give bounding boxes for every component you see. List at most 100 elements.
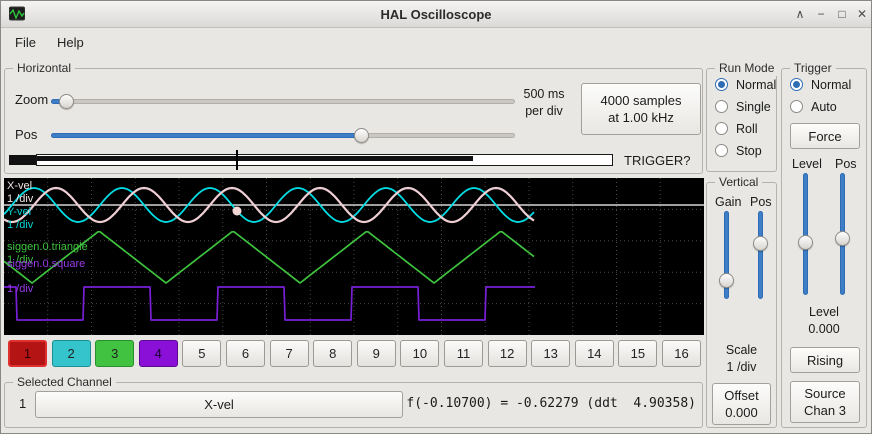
trigger-level-slider-handle[interactable] <box>798 235 813 250</box>
radio-icon <box>715 100 728 113</box>
horizontal-group-title: Horizontal <box>13 61 76 76</box>
gain-slider-handle[interactable] <box>719 273 734 288</box>
trigger-level-slider[interactable] <box>798 173 813 295</box>
radio-icon <box>715 78 728 91</box>
channel-button-8[interactable]: 8 <box>313 340 353 367</box>
shade-button[interactable]: ∧ <box>795 7 805 21</box>
gain-slider-track[interactable] <box>724 211 729 299</box>
scale-value: 1 /div <box>726 360 757 374</box>
channel-readout: f(-0.10700) = -0.62279 (ddt 4.90358) <box>406 396 696 411</box>
radio-label: Single <box>736 100 771 114</box>
force-button[interactable]: Force <box>790 123 860 149</box>
channel4-scale-label: 1 /div <box>7 283 34 295</box>
zoom-slider[interactable] <box>51 94 515 109</box>
channel3-name-label: siggen.0.triangle <box>7 241 88 253</box>
menu-file[interactable]: File <box>15 35 36 50</box>
trigger-pos-header: Pos <box>835 157 857 171</box>
zoom-label: Zoom <box>15 92 49 107</box>
run-mode-normal[interactable]: Normal <box>715 77 777 94</box>
zoom-slider-track[interactable] <box>51 99 515 104</box>
channel-button-12[interactable]: 12 <box>487 340 527 367</box>
channel2-scale-label: 1 /div <box>7 219 34 231</box>
channel-button-14[interactable]: 14 <box>574 340 614 367</box>
vertical-group: Vertical Gain Pos Scale 1 /div Offset 0.… <box>706 175 777 428</box>
source-button[interactable]: Source Chan 3 <box>790 381 860 423</box>
radio-icon <box>715 122 728 135</box>
run-mode-single[interactable]: Single <box>715 99 773 116</box>
gain-slider[interactable] <box>719 211 734 299</box>
minimize-button[interactable]: − <box>817 7 825 21</box>
radio-label: Roll <box>736 122 758 136</box>
channel-button-4[interactable]: 4 <box>138 340 178 367</box>
channel-button-9[interactable]: 9 <box>356 340 396 367</box>
channel-button-15[interactable]: 15 <box>618 340 658 367</box>
vertical-pos-header: Pos <box>750 195 772 209</box>
selected-channel-group-title: Selected Channel <box>13 375 116 390</box>
channel-button-1[interactable]: 1 <box>8 340 47 367</box>
run-mode-roll[interactable]: Roll <box>715 121 773 138</box>
pos-label: Pos <box>15 127 38 142</box>
menu-help[interactable]: Help <box>57 35 84 50</box>
record-filled-region <box>37 156 473 161</box>
samples-line1: 4000 samples <box>600 93 682 108</box>
samples-button[interactable]: 4000 samples at 1.00 kHz <box>581 83 701 135</box>
trigger-pos-slider-handle[interactable] <box>835 231 850 246</box>
channel1-name-label: X-vel <box>7 180 33 192</box>
radio-label: Auto <box>811 100 837 114</box>
samples-line2: at 1.00 kHz <box>608 110 674 125</box>
trigger-normal[interactable]: Normal <box>790 77 860 94</box>
record-view[interactable] <box>36 154 613 166</box>
horizontal-group: Horizontal Zoom 500 ms per div 4000 samp… <box>4 61 703 174</box>
radio-label: Stop <box>736 144 762 158</box>
trigger-auto[interactable]: Auto <box>790 99 860 116</box>
vertical-pos-slider-handle[interactable] <box>753 236 768 251</box>
channel-button-6[interactable]: 6 <box>226 340 265 367</box>
channel-button-13[interactable]: 13 <box>531 340 571 367</box>
channel-button-10[interactable]: 10 <box>400 340 440 367</box>
pos-slider-handle[interactable] <box>354 128 369 143</box>
zoom-slider-handle[interactable] <box>59 94 74 109</box>
run-mode-stop[interactable]: Stop <box>715 143 773 160</box>
radio-icon <box>715 144 728 157</box>
record-bar-left <box>9 155 36 165</box>
offset-caption: Offset <box>724 388 759 403</box>
timebase-unit: per div <box>525 104 563 118</box>
channel-button-11[interactable]: 11 <box>444 340 483 367</box>
scope-display: X-vel 1 /div Y-vel 1 /div siggen.0.trian… <box>3 178 704 335</box>
window-title: HAL Oscilloscope <box>380 7 492 22</box>
channel-button-7[interactable]: 7 <box>269 340 309 367</box>
channel-button-3[interactable]: 3 <box>95 340 135 367</box>
offset-value: 0.000 <box>725 405 758 420</box>
channel-button-2[interactable]: 2 <box>51 340 91 367</box>
radio-label: Normal <box>736 78 777 92</box>
close-button[interactable]: ✕ <box>856 7 868 21</box>
selected-channel-number: 1 <box>19 396 27 411</box>
vertical-pos-slider-track[interactable] <box>758 211 763 299</box>
radio-icon <box>790 78 803 91</box>
radio-icon <box>790 100 803 113</box>
channel3-scale-label: 1 /div <box>7 254 34 266</box>
maximize-button[interactable]: □ <box>838 7 846 21</box>
pos-slider[interactable] <box>51 128 515 143</box>
level-header: Level <box>792 157 822 171</box>
edge-button[interactable]: Rising <box>790 347 860 373</box>
source-line1: Source <box>804 386 846 401</box>
channel1-scale-label: 1 /div <box>7 193 34 205</box>
selected-channel-group: Selected Channel 1 X-vel f(-0.10700) = -… <box>4 375 703 428</box>
trigger-level-slider-track[interactable] <box>803 173 808 295</box>
channel-name-button[interactable]: X-vel <box>35 391 403 418</box>
vertical-group-title: Vertical <box>715 175 763 190</box>
offset-button[interactable]: Offset 0.000 <box>712 383 771 425</box>
vertical-pos-slider[interactable] <box>753 211 768 299</box>
run-mode-group-title: Run Mode <box>715 61 779 76</box>
scope-canvas <box>3 178 704 335</box>
channel-button-16[interactable]: 16 <box>662 340 701 367</box>
trigger-question-label: TRIGGER? <box>624 153 691 168</box>
trigger-pos-slider[interactable] <box>835 173 850 295</box>
channel4-name-label: siggen.0.square <box>7 258 86 270</box>
channel-button-5[interactable]: 5 <box>182 340 222 367</box>
trigger-level-value: 0.000 <box>808 322 840 336</box>
scale-caption: Scale <box>725 343 758 357</box>
app-icon <box>9 6 25 21</box>
